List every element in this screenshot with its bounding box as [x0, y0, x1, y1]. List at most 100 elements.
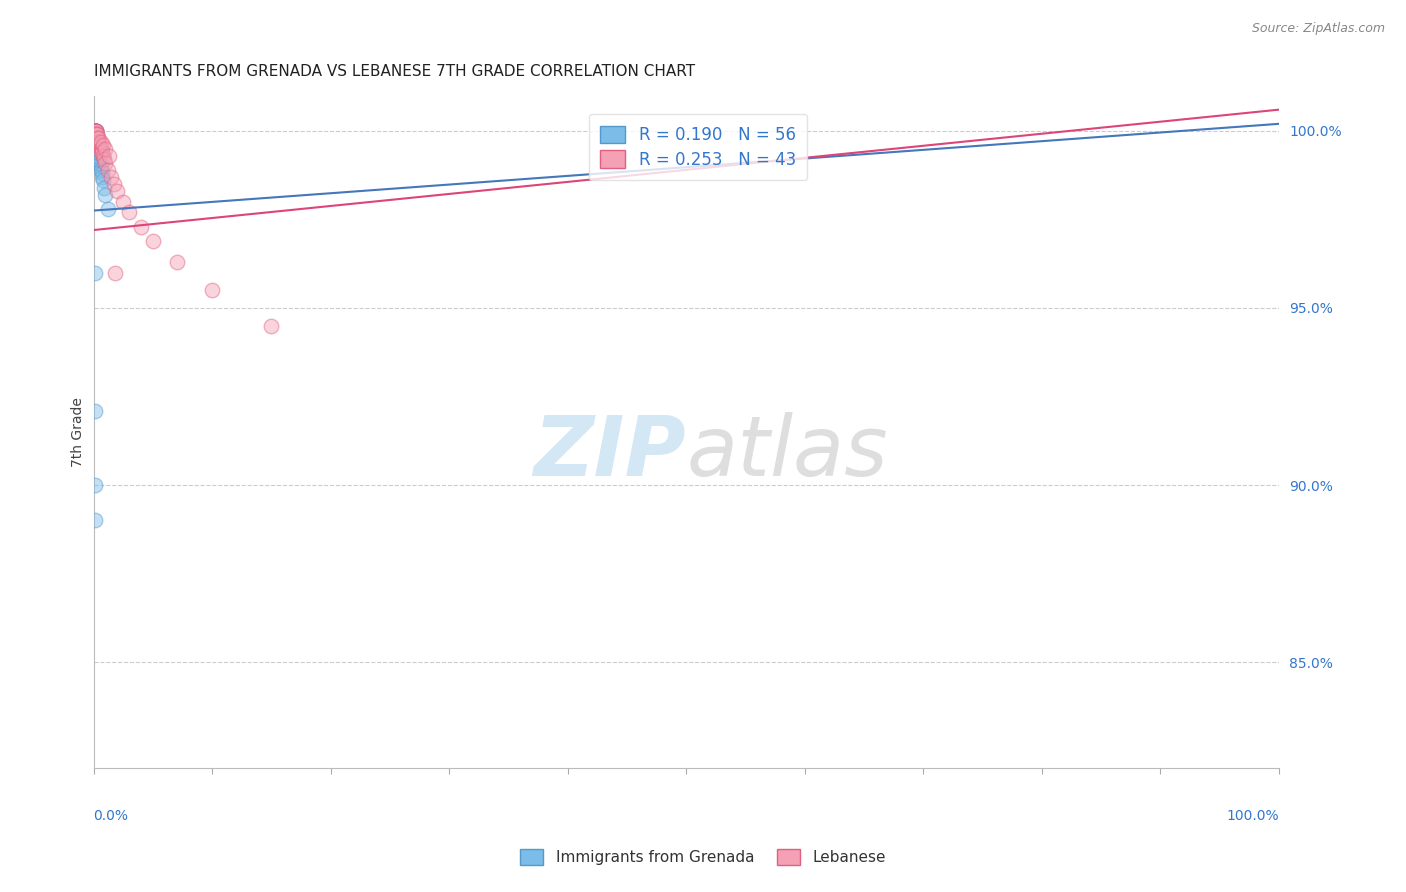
- Point: [98, 149, 121, 163]
- Point: [83, 124, 105, 138]
- Point: [89, 149, 111, 163]
- Point: [90, 162, 112, 177]
- Point: [94, 187, 117, 202]
- Point: [87, 153, 110, 167]
- Point: [84, 131, 107, 145]
- Point: [83, 124, 105, 138]
- Point: [83, 513, 105, 527]
- Text: atlas: atlas: [686, 411, 887, 492]
- Point: [86, 145, 108, 160]
- Point: [84, 124, 107, 138]
- Point: [86, 135, 108, 149]
- Point: [84, 124, 107, 138]
- Point: [89, 155, 111, 169]
- Point: [142, 234, 165, 248]
- Point: [83, 403, 105, 417]
- Point: [87, 135, 110, 149]
- Point: [83, 124, 105, 138]
- Point: [86, 135, 108, 149]
- Point: [94, 142, 117, 156]
- Point: [91, 149, 114, 163]
- Point: [84, 124, 107, 138]
- Point: [84, 142, 107, 156]
- Point: [90, 145, 112, 160]
- Point: [84, 131, 107, 145]
- Point: [105, 184, 128, 198]
- Point: [87, 131, 110, 145]
- Point: [90, 169, 112, 184]
- Point: [83, 138, 105, 153]
- Point: [86, 142, 108, 156]
- Point: [94, 155, 117, 169]
- Point: [90, 159, 112, 173]
- Point: [118, 205, 141, 219]
- Point: [84, 124, 107, 138]
- Point: [103, 177, 125, 191]
- Point: [87, 145, 110, 160]
- Point: [90, 135, 112, 149]
- Point: [87, 138, 110, 153]
- Point: [83, 124, 105, 138]
- Point: [84, 149, 107, 163]
- Point: [83, 124, 105, 138]
- Point: [97, 162, 120, 177]
- Point: [83, 478, 105, 492]
- Point: [84, 145, 107, 160]
- Point: [93, 180, 115, 194]
- Text: 0.0%: 0.0%: [94, 809, 128, 822]
- Point: [83, 131, 105, 145]
- Point: [83, 124, 105, 138]
- Text: 100.0%: 100.0%: [1226, 809, 1278, 822]
- Point: [86, 138, 108, 153]
- Text: ZIP: ZIP: [533, 411, 686, 492]
- Point: [89, 135, 111, 149]
- Text: IMMIGRANTS FROM GRENADA VS LEBANESE 7TH GRADE CORRELATION CHART: IMMIGRANTS FROM GRENADA VS LEBANESE 7TH …: [94, 64, 695, 79]
- Point: [89, 138, 111, 153]
- Point: [86, 153, 108, 167]
- Point: [84, 135, 107, 149]
- Point: [83, 124, 105, 138]
- Point: [83, 124, 105, 138]
- Point: [84, 138, 107, 153]
- Point: [90, 145, 112, 160]
- Point: [84, 128, 107, 142]
- Point: [83, 124, 105, 138]
- Point: [84, 138, 107, 153]
- Point: [83, 124, 105, 138]
- Point: [84, 128, 107, 142]
- Point: [90, 142, 112, 156]
- Point: [260, 318, 283, 333]
- Text: Source: ZipAtlas.com: Source: ZipAtlas.com: [1251, 22, 1385, 36]
- Point: [83, 124, 105, 138]
- Point: [97, 202, 120, 216]
- Point: [91, 173, 114, 187]
- Point: [90, 166, 112, 180]
- Legend: R = 0.190   N = 56, R = 0.253   N = 43: R = 0.190 N = 56, R = 0.253 N = 43: [589, 114, 807, 180]
- Point: [83, 135, 105, 149]
- Point: [201, 283, 224, 297]
- Point: [83, 124, 105, 138]
- Point: [83, 142, 105, 156]
- Point: [86, 131, 108, 145]
- Point: [86, 149, 108, 163]
- Point: [90, 142, 112, 156]
- Point: [166, 255, 188, 269]
- Point: [84, 135, 107, 149]
- Point: [86, 138, 108, 153]
- Point: [83, 124, 105, 138]
- Point: [100, 169, 122, 184]
- Point: [86, 153, 108, 167]
- Point: [84, 135, 107, 149]
- Point: [112, 194, 135, 209]
- Point: [87, 149, 110, 163]
- Point: [84, 128, 107, 142]
- Point: [129, 219, 152, 234]
- Point: [83, 266, 105, 280]
- Legend: Immigrants from Grenada, Lebanese: Immigrants from Grenada, Lebanese: [515, 843, 891, 871]
- Point: [87, 142, 110, 156]
- Y-axis label: 7th Grade: 7th Grade: [72, 397, 86, 467]
- Point: [91, 138, 114, 153]
- Point: [104, 266, 127, 280]
- Point: [83, 128, 105, 142]
- Point: [93, 153, 115, 167]
